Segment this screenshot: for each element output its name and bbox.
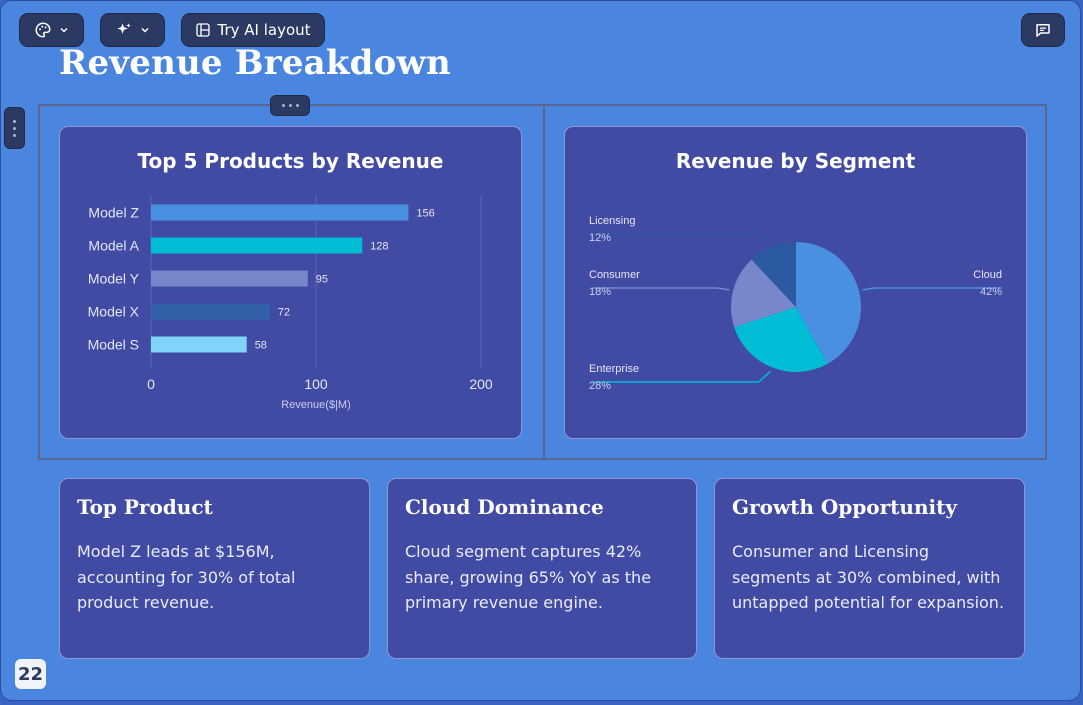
insight-title: Top Product [77,495,213,519]
bar-value-label: 72 [278,307,290,319]
pie-leader-line [862,287,1002,291]
insight-card-top-product: Top Product Model Z leads at $156M, acco… [59,478,370,659]
page-title: Revenue Breakdown [59,43,451,83]
bar [151,336,247,353]
pie-slice [751,242,796,307]
chevron-down-icon [59,27,68,33]
pie-leader-line [593,370,772,383]
side-drag-handle[interactable] [4,107,25,149]
pie-leader-line [593,233,772,244]
sparkle-icon [116,23,131,34]
column-divider [543,106,545,458]
comment-icon [1036,24,1050,37]
bar [151,303,270,320]
bar-category-label: Model S [88,337,139,353]
insight-body: Cloud segment captures 42% share, growin… [405,542,652,612]
pie-slice-value: 12% [589,232,611,244]
bar [151,204,409,221]
bar-category-label: Model Y [88,271,140,287]
pie-leader-line [593,287,730,291]
chevron-down-icon [140,27,149,33]
insight-card-growth-opportunity: Growth Opportunity Consumer and Licensin… [714,478,1025,659]
bar-value-label: 58 [255,340,267,352]
bar [151,237,363,254]
insight-card-cloud-dominance: Cloud Dominance Cloud segment captures 4… [387,478,697,659]
pie-slice-value: 28% [589,380,611,392]
x-tick-label: 200 [469,376,493,392]
insight-body: Model Z leads at $156M, accounting for 3… [77,542,296,612]
pie-slice-value: 42% [980,286,1002,298]
bar-category-label: Model Z [88,205,139,221]
pie-chart-card: Revenue by Segment Cloud 42% Enterprise 28%… [564,126,1027,439]
insight-title: Growth Opportunity [732,495,957,519]
comment-button[interactable] [1021,13,1065,47]
try-ai-layout-button[interactable]: Try AI layout [181,13,325,47]
pie-chart: Cloud 42% Enterprise 28% Consumer 18% Licensin… [589,215,1002,392]
x-axis-label: Revenue($|M) [281,399,351,411]
chart-block-frame [38,104,1047,460]
insight-title: Cloud Dominance [405,495,604,519]
pie-slice-label: Enterprise [589,363,639,375]
pie-slice-label: Cloud [973,269,1002,281]
bar-value-label: 156 [416,208,434,220]
layout-icon [196,23,211,37]
bar-category-label: Model A [88,238,139,254]
ai-menu-button[interactable] [100,13,165,47]
x-tick-label: 100 [304,376,328,392]
pie-slice-value: 18% [589,286,611,298]
page-number: 22 [15,659,46,689]
pie-slice-label: Consumer [589,269,640,281]
bar-chart: 0 100 200 Revenue($|M) Model Z 156 Model A 128 M… [88,195,493,411]
bar-chart-card: Top 5 Products by Revenue 0 100 200 Revenue… [59,126,522,439]
palette-icon [35,22,51,38]
bar-value-label: 95 [316,274,328,286]
pie-slice [731,259,796,328]
pie-slice-label: Licensing [589,215,635,227]
bar-value-label: 128 [370,241,388,253]
insight-body: Consumer and Licensing segments at 30% c… [732,542,1005,612]
bar [151,270,308,287]
block-drag-handle[interactable] [270,95,310,116]
pie-chart-title: Revenue by Segment [675,149,916,173]
pie-slice [796,242,861,364]
theme-button[interactable] [19,13,84,47]
bar-chart-title: Top 5 Products by Revenue [137,149,444,173]
x-tick-label: 0 [147,376,155,392]
pie-slice [734,307,828,372]
try-ai-layout-label: Try AI layout [217,21,311,39]
bar-category-label: Model X [88,304,140,320]
